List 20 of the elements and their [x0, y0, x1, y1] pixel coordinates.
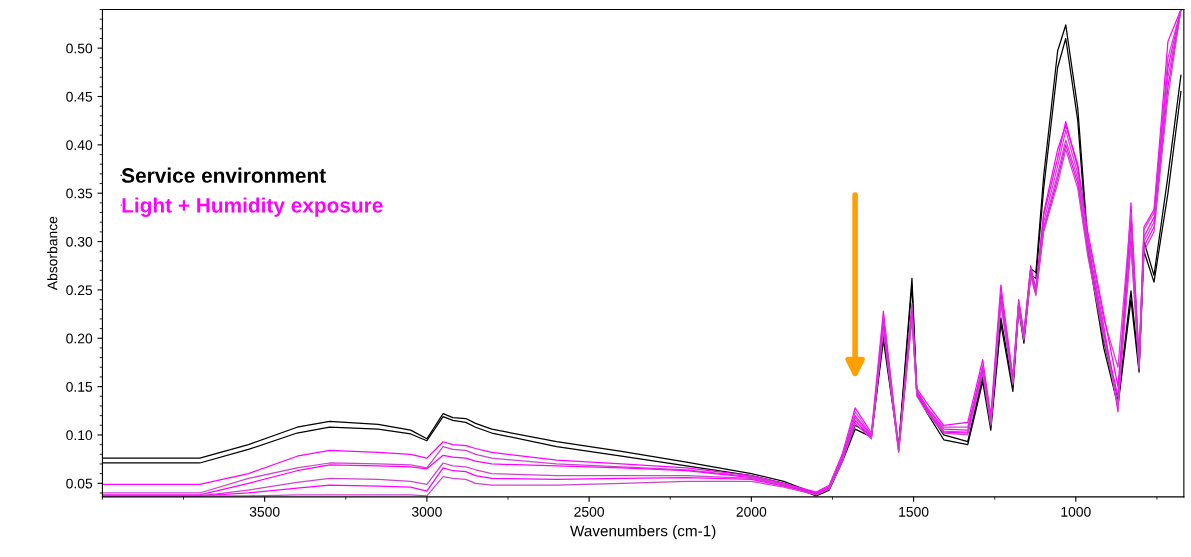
- x-tick-label: 3000: [411, 506, 442, 517]
- y-tick-label: 0.10: [66, 430, 93, 441]
- y-tick-label: 0.40: [66, 140, 93, 151]
- x-axis-title: Wavenumbers (cm-1): [570, 525, 716, 540]
- y-tick-label: 0.35: [66, 188, 93, 199]
- y-tick-label: 0.50: [66, 43, 93, 54]
- y-tick-label: 0.25: [66, 285, 93, 296]
- x-tick-label: 2500: [574, 506, 605, 517]
- y-tick-label: 0.05: [66, 478, 93, 489]
- legend-label: Light + Humidity exposure: [122, 197, 383, 217]
- legend-label: Service environment: [121, 167, 326, 183]
- x-tick-label: 3500: [249, 506, 280, 517]
- y-tick-label: 0.20: [66, 333, 93, 344]
- y-tick-label: 0.45: [66, 91, 93, 102]
- y-axis-title: Absorbance: [47, 216, 58, 291]
- y-tick-label: 0.15: [66, 381, 93, 392]
- x-tick-label: 2000: [736, 506, 767, 517]
- y-tick-label: 0.30: [66, 236, 93, 247]
- x-tick-label: 1500: [899, 506, 929, 517]
- x-tick-label: 1000: [1061, 506, 1091, 517]
